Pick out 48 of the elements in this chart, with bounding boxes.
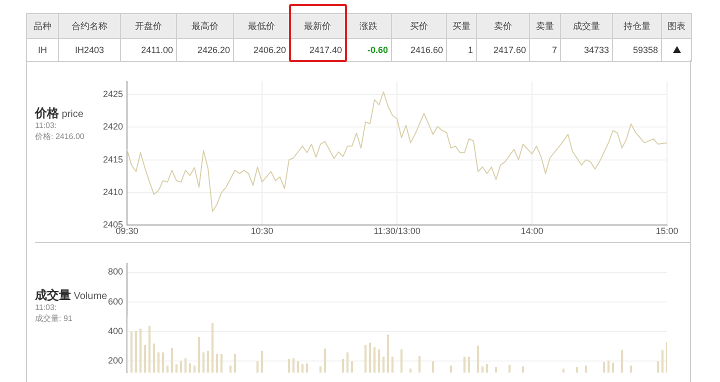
text: 2416.60 <box>392 38 446 62</box>
category-label: 持仓量 <box>612 14 662 38</box>
category-label: 开盘价 <box>120 14 176 38</box>
x-tick-label: 10:30 <box>250 226 274 236</box>
text: 2417.60 <box>476 38 530 62</box>
category-label: 卖量 <box>530 14 560 38</box>
text: 2411.00 <box>120 38 176 62</box>
text: Volume <box>72 291 108 302</box>
y-tick-label: 600 <box>108 296 123 306</box>
text: IH <box>26 38 58 62</box>
y-tick-label: 400 <box>108 326 123 336</box>
text: 成交量 <box>35 288 71 302</box>
text: 59358 <box>612 38 662 62</box>
text: 11:03: <box>35 302 58 313</box>
x-tick-label: 15:00 <box>656 226 678 236</box>
category-label: 最低价 <box>234 14 290 38</box>
y-tick-label: 2415 <box>102 154 123 164</box>
text: 7 <box>530 38 560 62</box>
y-tick-label: 2425 <box>102 88 123 99</box>
category-label: 买量 <box>446 14 476 38</box>
category-label: 涨跌 <box>346 14 392 38</box>
y-tick-label: 2420 <box>102 122 123 132</box>
text: 2426.20 <box>176 38 234 62</box>
text: IH2403 <box>58 38 120 62</box>
category-label: 最新价 <box>290 14 346 38</box>
text: 1 <box>446 38 476 62</box>
x-tick-label: 09:30 <box>116 226 138 236</box>
category-label: 买价 <box>392 14 446 38</box>
category-label: 最高价 <box>176 14 234 38</box>
category-label: 卖价 <box>476 14 530 38</box>
y-tick-label: 800 <box>108 266 123 277</box>
category-label: 成交量 <box>560 14 612 38</box>
text: 成交量: 91 <box>35 313 74 324</box>
y-tick-label: 2410 <box>102 187 123 198</box>
text: 价格: 2416.00 <box>35 131 84 142</box>
category-label: 图表 <box>662 14 692 38</box>
x-tick-label: 14:00 <box>520 226 544 236</box>
category-label: 合约名称 <box>58 14 120 38</box>
text: price <box>60 109 84 120</box>
text: 2406.20 <box>234 38 290 62</box>
text: 34733 <box>560 38 612 62</box>
x-tick-label: 11:30/13:00 <box>374 226 420 236</box>
y-tick-label: 200 <box>108 355 123 366</box>
text: 2417.40 <box>290 38 346 62</box>
text: -0.60 <box>346 38 392 62</box>
text: 价格 <box>35 106 59 120</box>
category-label: 品种 <box>26 14 58 38</box>
text: 11:03: <box>35 120 58 131</box>
